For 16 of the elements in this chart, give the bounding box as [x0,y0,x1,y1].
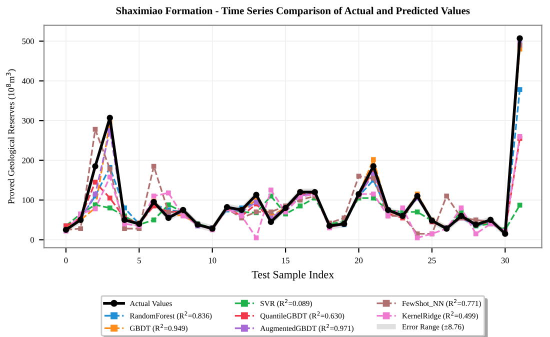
chart-title: Shaximiao Formation - Time Series Comparison of Actual and Predicted Values [116,6,470,16]
x-tick-label: 20 [354,258,363,264]
y-tick-label: 300 [22,118,34,124]
y-tick-label: 100 [22,197,34,204]
x-tick-label: 0 [64,258,68,264]
y-tick-label: 0 [30,237,34,243]
y-tick-label: 200 [22,158,34,164]
x-axis-title: Test Sample Index [252,270,334,281]
x-tick-label: 5 [138,258,141,264]
x-tick-label: 25 [428,258,436,264]
x-tick-label: 10 [208,258,216,264]
y-axis-title: Proved Geological Reserves (10$^{8}$m$^{3}$) [6,69,16,204]
y-tick-label: 400 [22,78,34,84]
x-tick-label: 15 [282,258,290,264]
x-tick-label: 30 [501,258,509,264]
y-tick-label: 500 [22,38,34,44]
